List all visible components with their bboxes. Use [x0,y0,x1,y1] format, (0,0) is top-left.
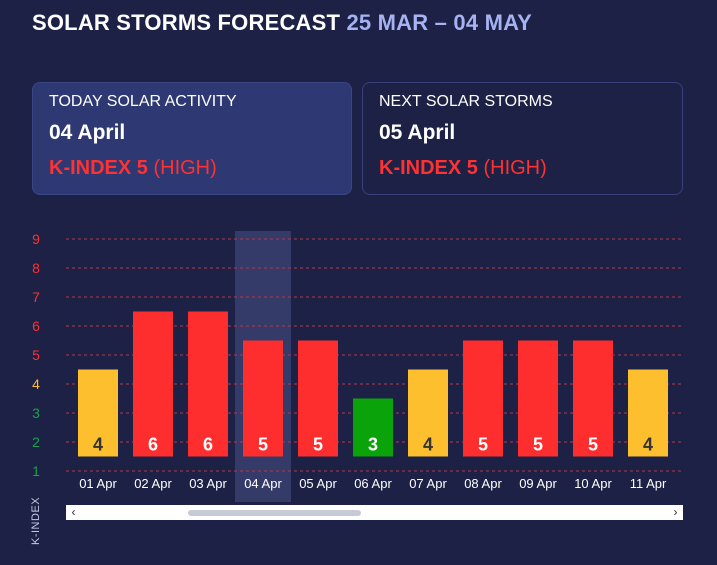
bar-value-label-1: 6 [148,435,158,455]
x-tick-8: 09 Apr [519,476,557,491]
next-kindex: K-INDEX 5 (HIGH) [379,157,666,180]
bar-value-label-5: 3 [368,435,378,455]
y-tick-6: 6 [32,318,40,334]
bar-5 [353,398,393,457]
x-tick-2: 03 Apr [189,476,227,491]
y-tick-3: 3 [32,405,40,421]
scroll-left-icon[interactable]: ‹ [71,505,76,519]
x-tick-7: 08 Apr [464,476,502,491]
y-tick-7: 7 [32,289,40,305]
y-axis-label: K-INDEX [30,496,42,545]
next-kindex-level: (HIGH) [483,157,547,179]
bar-0 [78,369,118,457]
bar-9 [573,340,613,457]
y-tick-8: 8 [32,260,40,276]
next-card-label: NEXT SOLAR STORMS [379,93,553,110]
bar-value-label-10: 4 [643,435,653,455]
bar-value-label-9: 5 [588,435,598,455]
x-tick-6: 07 Apr [409,476,447,491]
page-title: SOLAR STORMS FORECAST 25 MAR – 04 MAY [32,10,532,36]
next-kindex-value: K-INDEX 5 [379,157,478,179]
bar-value-label-8: 5 [533,435,543,455]
today-kindex-value: K-INDEX 5 [49,157,148,179]
bar-7 [463,340,503,457]
y-tick-4: 4 [32,376,40,392]
next-date: 05 April [379,121,456,144]
bar-4 [298,340,338,457]
x-tick-5: 06 Apr [354,476,392,491]
today-card-label: TODAY SOLAR ACTIVITY [49,93,237,110]
bar-value-label-3: 5 [258,435,268,455]
next-storms-card: NEXT SOLAR STORMS 05 April K-INDEX 5 (HI… [362,82,683,195]
x-tick-1: 02 Apr [134,476,172,491]
bar-value-label-0: 4 [93,435,103,455]
bar-8 [518,340,558,457]
y-tick-2: 2 [32,434,40,450]
x-tick-0: 01 Apr [79,476,117,491]
today-activity-card: TODAY SOLAR ACTIVITY 04 April K-INDEX 5 … [32,82,352,195]
scrollbar-thumb[interactable] [188,510,361,516]
bar-value-label-2: 6 [203,435,213,455]
chart-scrollbar[interactable]: ‹ › [66,505,683,520]
bar-6 [408,369,448,457]
date-range: 25 MAR – 04 MAY [346,10,533,35]
today-date: 04 April [49,121,126,144]
today-kindex-level: (HIGH) [153,157,217,179]
scroll-right-icon[interactable]: › [673,505,678,519]
x-tick-9: 10 Apr [574,476,612,491]
bar-value-label-7: 5 [478,435,488,455]
y-tick-5: 5 [32,347,40,363]
bar-value-label-4: 5 [313,435,323,455]
x-tick-4: 05 Apr [299,476,337,491]
x-tick-10: 11 Apr [630,476,667,491]
bar-value-label-6: 4 [423,435,433,455]
bar-10 [628,369,668,457]
bar-2 [188,311,228,457]
kindex-bar-chart: 1 2 3 4 5 6 7 8 9 4 01 Apr 6 02 Apr 6 03 Apr 5 04 Apr 5 05… [32,231,683,502]
x-tick-3: 04 Apr [244,476,282,491]
today-kindex: K-INDEX 5 (HIGH) [49,157,335,180]
bar-3 [243,340,283,457]
title-text: SOLAR STORMS FORECAST [32,10,341,35]
y-tick-1: 1 [32,463,40,479]
bar-1 [133,311,173,457]
y-tick-9: 9 [32,231,40,247]
